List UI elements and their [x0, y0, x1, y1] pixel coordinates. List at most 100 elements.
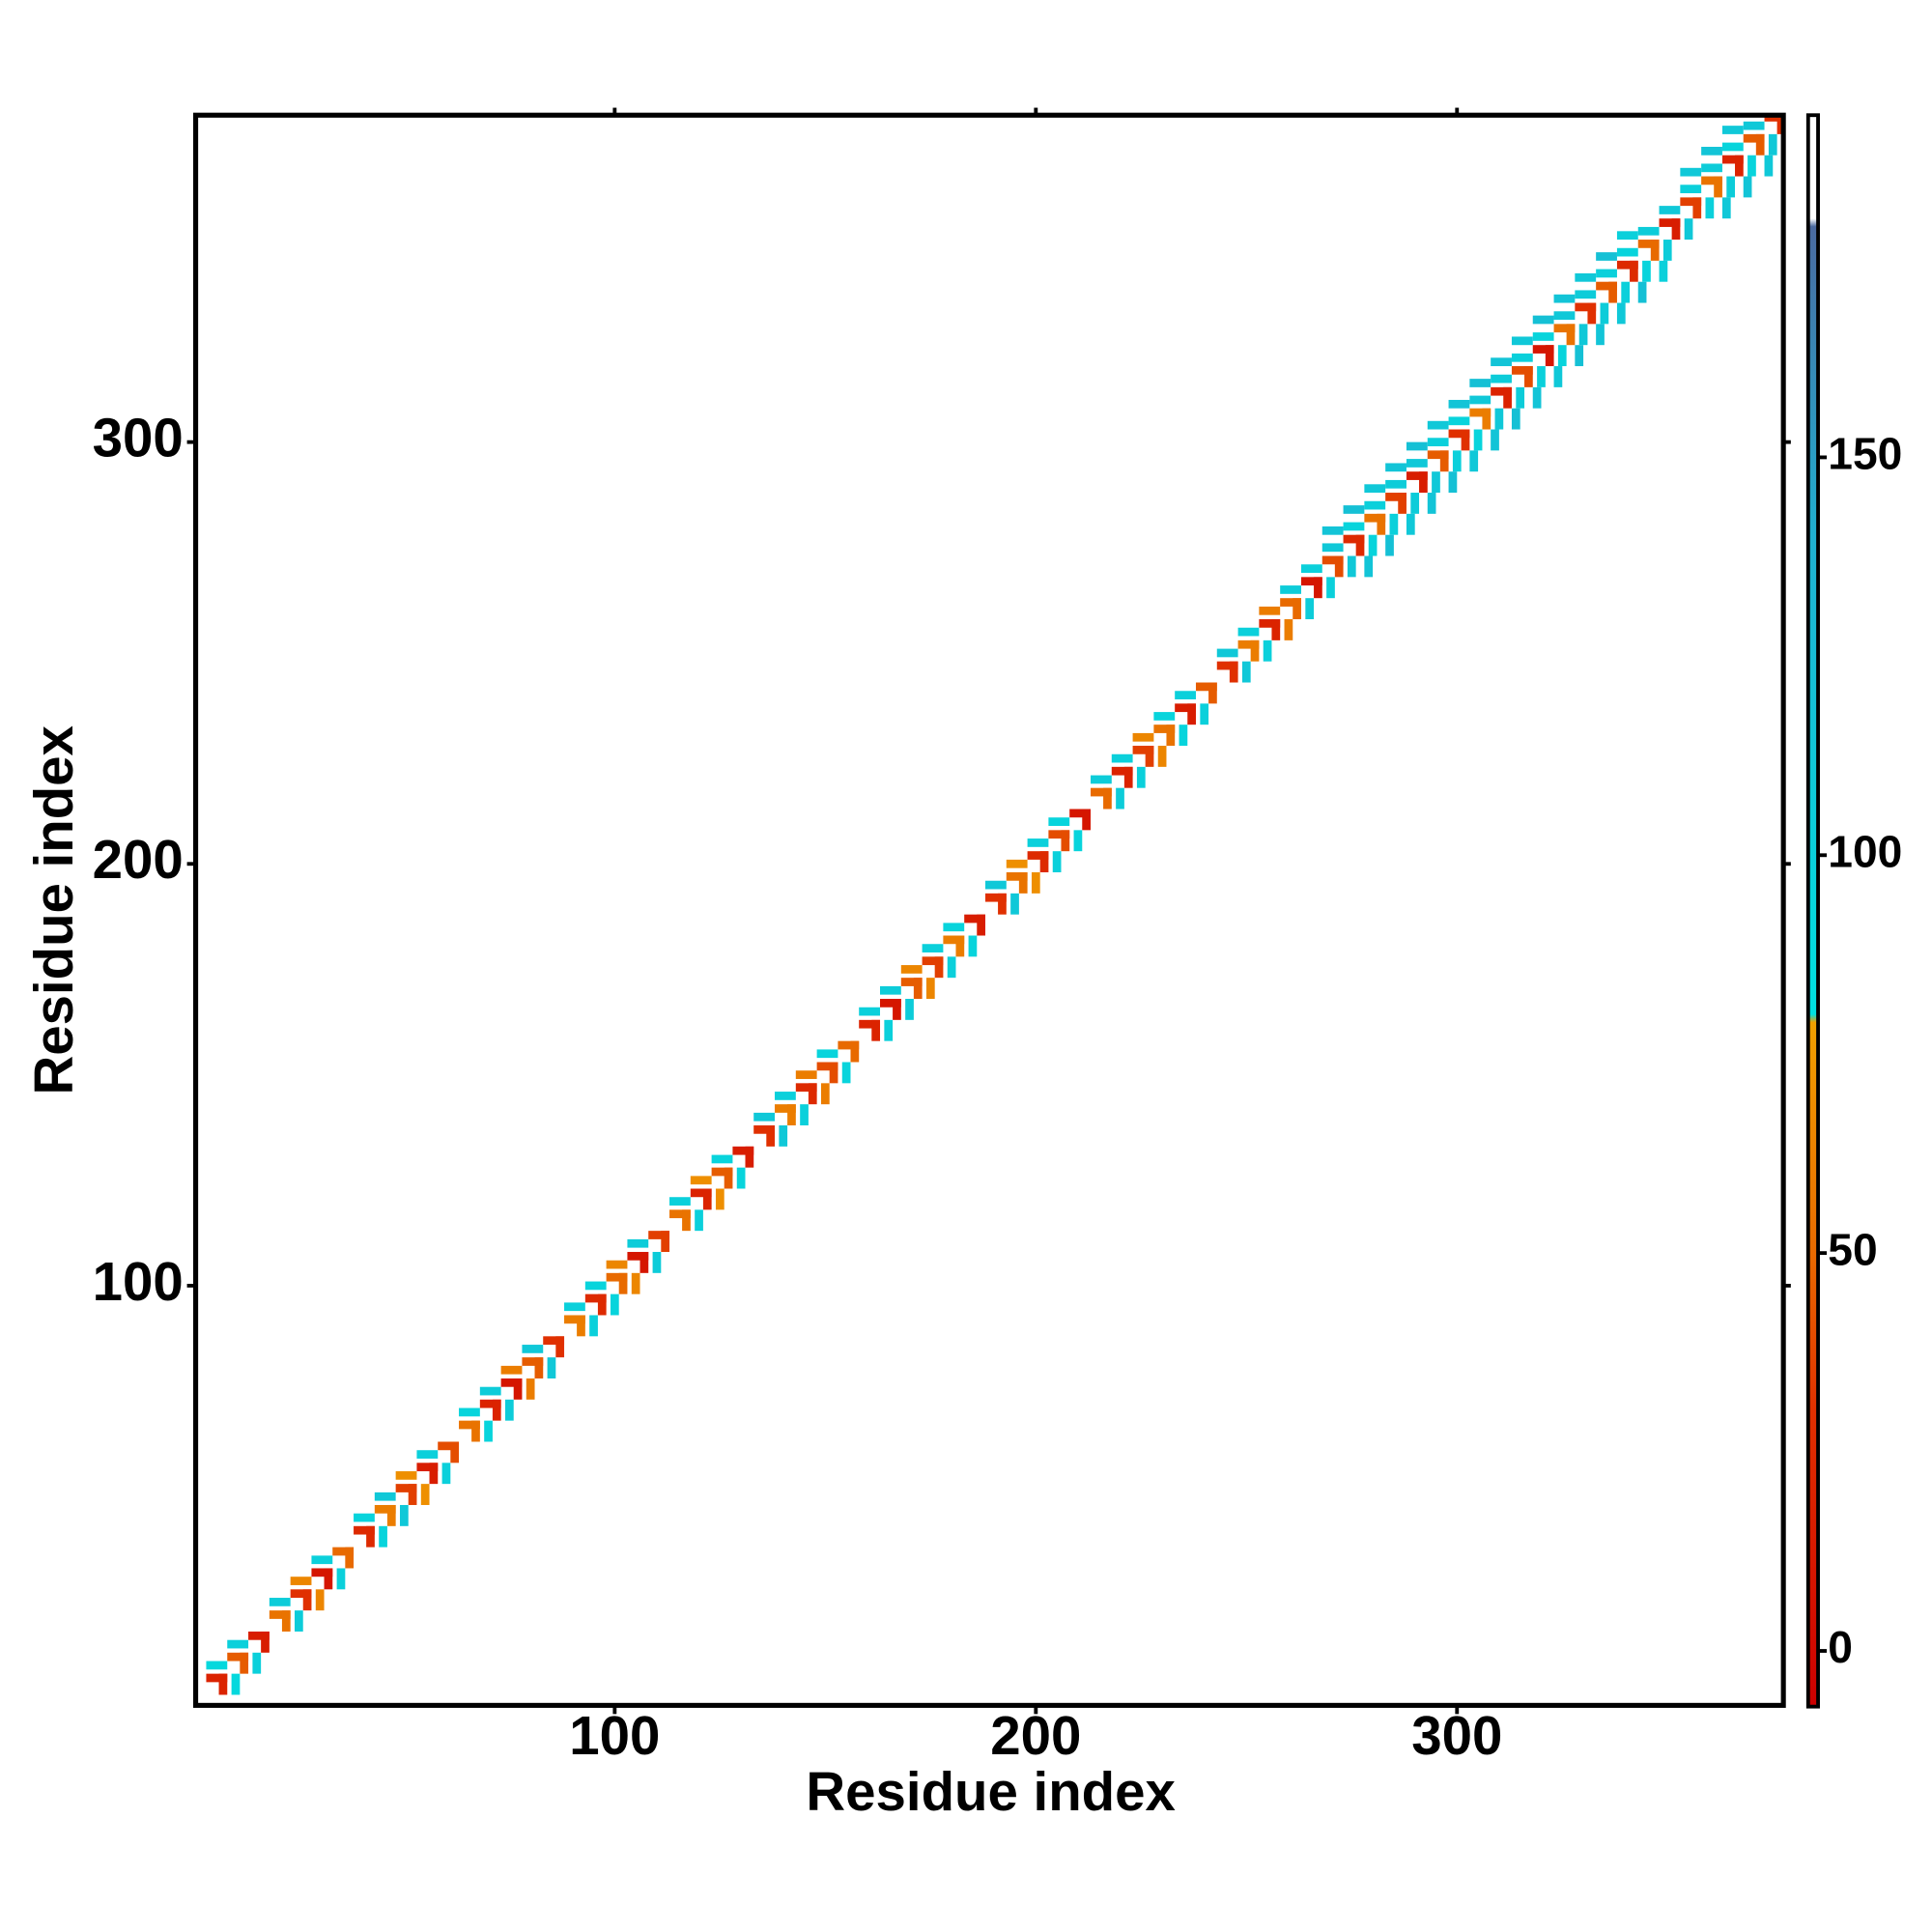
heatmap-cell [1027, 851, 1049, 860]
heatmap-cell [1427, 450, 1449, 460]
heatmap-cell [1776, 115, 1784, 134]
heatmap-cell [1721, 197, 1731, 219]
heatmap-cell [1596, 252, 1617, 261]
heatmap-cell [374, 1492, 396, 1501]
heatmap-cell [1195, 682, 1217, 692]
heatmap-cell [800, 1104, 809, 1125]
heatmap-cell [1680, 167, 1702, 177]
heatmap-cell [354, 1513, 375, 1522]
heatmap-cell [1532, 386, 1542, 409]
heatmap-cell [206, 1673, 228, 1683]
heatmap-cell [1145, 746, 1154, 767]
heatmap-cell [597, 1293, 607, 1316]
heatmap-cell [1721, 155, 1744, 164]
heatmap-cell [1175, 691, 1196, 699]
heatmap-cell [1785, 134, 1794, 156]
y-tick-label: 100 [93, 1251, 184, 1312]
heatmap-cell [922, 944, 944, 952]
heatmap-cell [1250, 639, 1260, 662]
plot-frame [193, 112, 1786, 1708]
heatmap-cell [1553, 311, 1576, 321]
heatmap-cell [206, 1661, 228, 1670]
heatmap-cell [661, 1231, 670, 1252]
heatmap-cell [787, 1104, 796, 1125]
heatmap-cell [1596, 281, 1617, 291]
heatmap-cell [1735, 155, 1744, 177]
heatmap-cell [547, 1357, 556, 1378]
heatmap-cell [695, 1209, 703, 1232]
heatmap-cell [1491, 357, 1512, 367]
heatmap-cell [1157, 746, 1167, 767]
heatmap-cell [795, 1083, 817, 1093]
heatmap-cell [627, 1238, 649, 1248]
heatmap-cell [408, 1484, 417, 1505]
heatmap-cell [1511, 336, 1533, 346]
heatmap-cell [1334, 555, 1344, 578]
heatmap-cell [1216, 648, 1238, 658]
heatmap-cell [922, 956, 944, 966]
heatmap-cell [302, 1589, 312, 1611]
heatmap-cell [639, 1251, 649, 1273]
heatmap-cell [1726, 176, 1736, 198]
heatmap-cell [311, 1555, 333, 1565]
heatmap-cell [900, 978, 923, 986]
heatmap-cell [1553, 294, 1576, 303]
heatmap-cell [859, 1019, 881, 1029]
heatmap-cell [1452, 450, 1462, 472]
heatmap-cell [1747, 155, 1756, 177]
heatmap-cell [618, 1272, 628, 1294]
heatmap-cell [711, 1167, 733, 1177]
heatmap-cell [1743, 121, 1765, 130]
heatmap-cell [500, 1378, 523, 1387]
heatmap-cell [1616, 247, 1638, 257]
heatmap-cell [1790, 113, 1799, 134]
heatmap-cell [1300, 577, 1322, 586]
heatmap-cell [1600, 302, 1609, 325]
heatmap-cell [711, 1154, 733, 1164]
heatmap-cell [775, 1092, 796, 1100]
heatmap-cell [227, 1639, 249, 1649]
heatmap-cell [669, 1197, 691, 1206]
heatmap-cell [648, 1231, 670, 1239]
heatmap-cell [1259, 619, 1281, 628]
heatmap-cell [1448, 399, 1470, 409]
heatmap-cell [1427, 438, 1449, 446]
heatmap-cell [1069, 809, 1091, 818]
heatmap-cell [1326, 577, 1335, 599]
heatmap-cell [1473, 429, 1483, 451]
heatmap-cell [1680, 185, 1702, 194]
heatmap-cell [1027, 838, 1049, 847]
heatmap-cell [1566, 324, 1576, 346]
heatmap-cell [968, 935, 978, 957]
heatmap-cell [479, 1386, 501, 1396]
heatmap-cell [374, 1504, 396, 1514]
heatmap-cell [1406, 471, 1428, 480]
heatmap-cell [1511, 353, 1533, 362]
heatmap-cell [1578, 324, 1588, 346]
heatmap-cell [1469, 408, 1492, 417]
heatmap-cell [1642, 260, 1651, 282]
heatmap-cell [1263, 639, 1272, 662]
heatmap-cell [998, 893, 1007, 915]
heatmap-cell [1175, 703, 1196, 713]
heatmap-cell [1743, 176, 1752, 198]
heatmap-cell [1116, 787, 1124, 810]
heatmap-cell [1744, 104, 1765, 113]
heatmap-cell [459, 1407, 480, 1417]
heatmap-cell [1491, 386, 1512, 396]
heatmap-cell [240, 1652, 249, 1674]
heatmap-cell [1575, 272, 1597, 282]
heatmap-cell [669, 1209, 691, 1219]
heatmap-cell [379, 1525, 387, 1548]
heatmap-cell [589, 1315, 598, 1337]
heatmap-cell [1553, 324, 1576, 333]
heatmap-cell [732, 1146, 754, 1155]
heatmap-cell [1293, 598, 1301, 620]
heatmap-cell [1364, 555, 1374, 578]
heatmap-cell [1765, 83, 1786, 92]
heatmap-cell [1755, 133, 1765, 156]
y-axis-title: Residue index [23, 725, 84, 1094]
heatmap-cell [1271, 619, 1281, 640]
heatmap-cell [1448, 471, 1458, 494]
